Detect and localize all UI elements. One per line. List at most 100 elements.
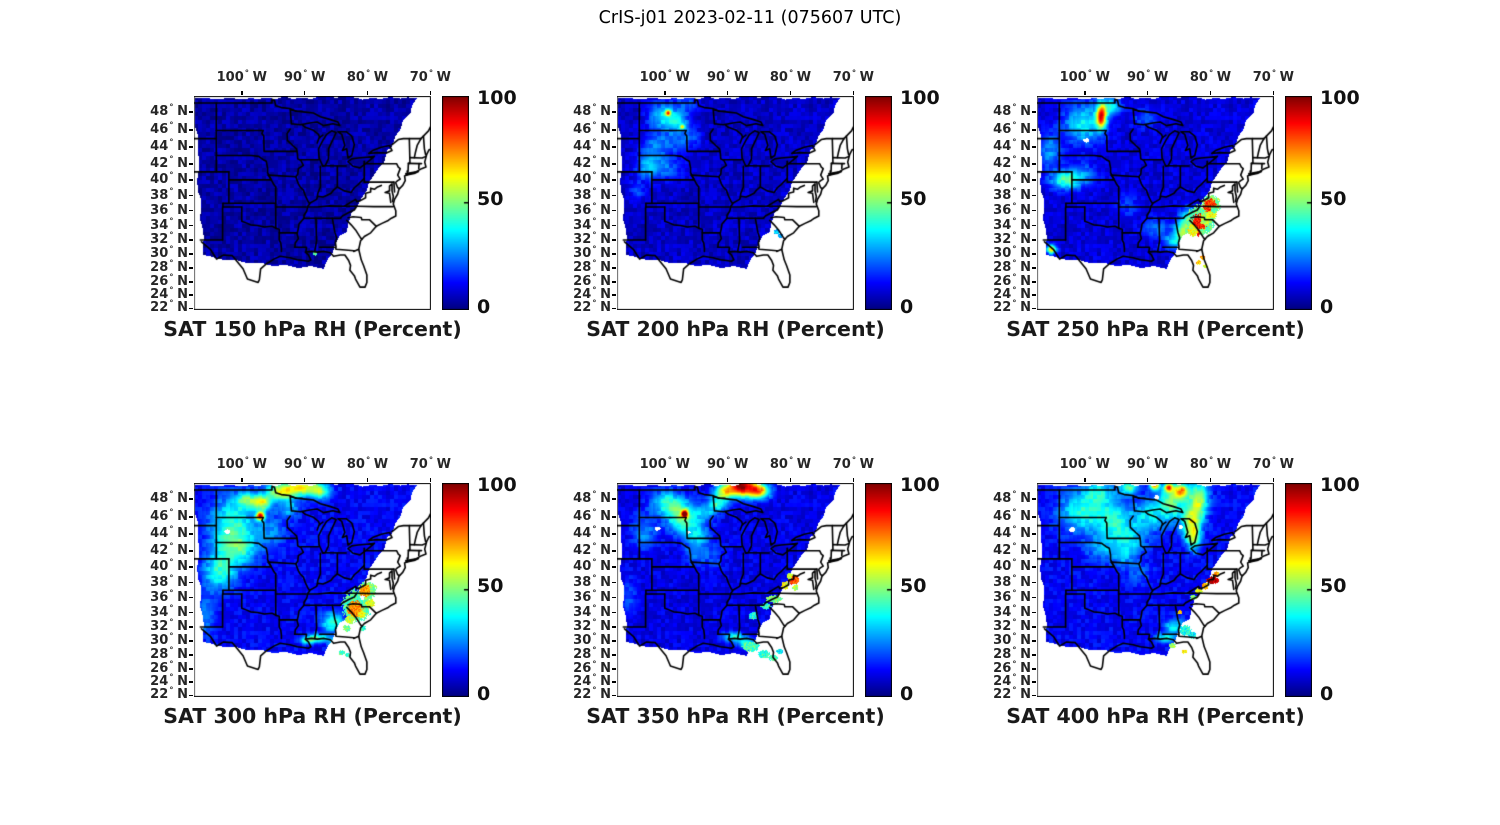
axis-tick-mark	[189, 146, 193, 148]
lat-tick: 26° N	[573, 659, 611, 676]
axis-tick-mark	[189, 179, 193, 181]
lat-tick: 38° N	[993, 186, 1031, 203]
lat-tick: 46° N	[150, 120, 188, 137]
lat-tick: 28° N	[993, 646, 1031, 663]
panel-200hpa: SAT 200 hPa RH (Percent) 100 50 0 100° W 90°…	[547, 54, 955, 356]
lon-tick: 90° W	[1127, 69, 1169, 85]
lon-tick: 70° W	[409, 456, 451, 472]
axis-tick-mark	[612, 681, 616, 683]
axis-tick-mark	[612, 694, 616, 697]
axis-tick-mark	[612, 550, 616, 552]
lon-tick: 80° W	[769, 69, 812, 85]
axis-tick-mark	[612, 611, 616, 614]
axis-tick-mark	[189, 550, 193, 552]
lat-tick: 34° N	[573, 603, 611, 620]
axis-tick-mark	[1146, 91, 1149, 95]
lat-tick: 32° N	[993, 231, 1031, 248]
map-canvas-150hpa	[194, 96, 431, 310]
colorbar-150hpa	[442, 96, 469, 310]
lat-tick: 48° N	[993, 103, 1031, 120]
axis-tick-mark	[1032, 668, 1036, 670]
lat-tick: 22° N	[573, 299, 611, 316]
lat-tick: 30° N	[150, 632, 188, 649]
axis-tick-mark	[1032, 611, 1036, 614]
lat-tick: 26° N	[993, 272, 1031, 289]
lat-tick: 24° N	[150, 673, 188, 690]
lat-tick: 30° N	[573, 632, 611, 649]
axis-tick-mark	[612, 668, 616, 670]
panel-title-350hpa: SAT 350 hPa RH (Percent)	[586, 704, 885, 728]
axis-tick-mark	[189, 596, 193, 599]
axis-tick-mark	[612, 253, 616, 255]
axis-tick-mark	[1032, 307, 1036, 310]
axis-tick-mark	[612, 533, 616, 535]
lat-tick: 34° N	[150, 216, 188, 233]
axis-tick-mark	[189, 163, 193, 165]
axis-tick-mark	[189, 640, 193, 642]
colorbar-tick-label: 50	[1320, 575, 1347, 597]
axis-tick-mark	[664, 478, 666, 482]
axis-tick-mark	[852, 91, 855, 95]
colorbar-250hpa	[1285, 96, 1312, 310]
lat-tick: 38° N	[150, 186, 188, 203]
axis-tick-mark	[189, 194, 193, 197]
lat-tick: 36° N	[993, 201, 1031, 218]
lat-tick: 30° N	[993, 245, 1031, 262]
axis-tick-mark	[1032, 596, 1036, 599]
axis-tick-mark	[726, 91, 729, 95]
lat-tick: 22° N	[150, 299, 188, 316]
axis-tick-mark	[1032, 498, 1036, 500]
lat-tick: 28° N	[150, 646, 188, 663]
axis-tick-mark	[1032, 694, 1036, 697]
lat-tick: 32° N	[150, 231, 188, 248]
axis-tick-mark	[664, 91, 666, 95]
panel-title-250hpa: SAT 250 hPa RH (Percent)	[1006, 317, 1305, 341]
lat-tick: 28° N	[150, 259, 188, 276]
axis-tick-mark	[612, 194, 616, 197]
axis-tick-mark	[1032, 281, 1036, 283]
lat-tick: 48° N	[993, 490, 1031, 507]
axis-tick-mark	[189, 581, 193, 584]
lat-tick: 32° N	[993, 618, 1031, 635]
lat-tick: 40° N	[150, 557, 188, 574]
axis-tick-mark	[612, 163, 616, 165]
lon-tick: 100° W	[216, 69, 267, 85]
lon-tick: 90° W	[707, 69, 749, 85]
colorbar-tick-label: 0	[477, 296, 491, 318]
axis-tick-mark	[1084, 91, 1086, 95]
lon-tick: 70° W	[832, 456, 874, 472]
lat-tick: 46° N	[573, 507, 611, 524]
lat-tick: 38° N	[573, 573, 611, 590]
colorbar-tick-label: 0	[900, 296, 914, 318]
lat-tick: 38° N	[573, 186, 611, 203]
axis-tick-mark	[189, 566, 193, 568]
colorbar-tick-label: 0	[1320, 296, 1334, 318]
axis-tick-mark	[612, 654, 616, 656]
colorbar-tick-label: 100	[477, 474, 517, 496]
colorbar-tick-label: 50	[900, 575, 927, 597]
axis-tick-mark	[1032, 194, 1036, 197]
axis-tick-mark	[189, 611, 193, 614]
axis-tick-mark	[1032, 179, 1036, 181]
lat-tick: 32° N	[150, 618, 188, 635]
lat-tick: 32° N	[573, 231, 611, 248]
lat-tick: 44° N	[150, 138, 188, 155]
axis-tick-mark	[189, 267, 193, 269]
colorbar-350hpa	[865, 483, 892, 697]
panel-350hpa: SAT 350 hPa RH (Percent) 100 50 0 100° W 90°…	[547, 441, 955, 743]
lat-tick: 46° N	[993, 507, 1031, 524]
axis-tick-mark	[189, 111, 193, 113]
lat-tick: 22° N	[993, 299, 1031, 316]
axis-tick-mark	[303, 91, 306, 95]
lat-tick: 26° N	[993, 659, 1031, 676]
map-canvas-350hpa	[617, 483, 854, 697]
axis-tick-mark	[366, 478, 369, 482]
lat-tick: 42° N	[150, 541, 188, 558]
axis-tick-mark	[1209, 478, 1212, 482]
axis-tick-mark	[366, 91, 369, 95]
axis-tick-mark	[612, 566, 616, 568]
axis-tick-mark	[189, 209, 193, 212]
axis-tick-mark	[1032, 640, 1036, 642]
axis-tick-mark	[789, 91, 792, 95]
axis-tick-mark	[429, 478, 432, 482]
